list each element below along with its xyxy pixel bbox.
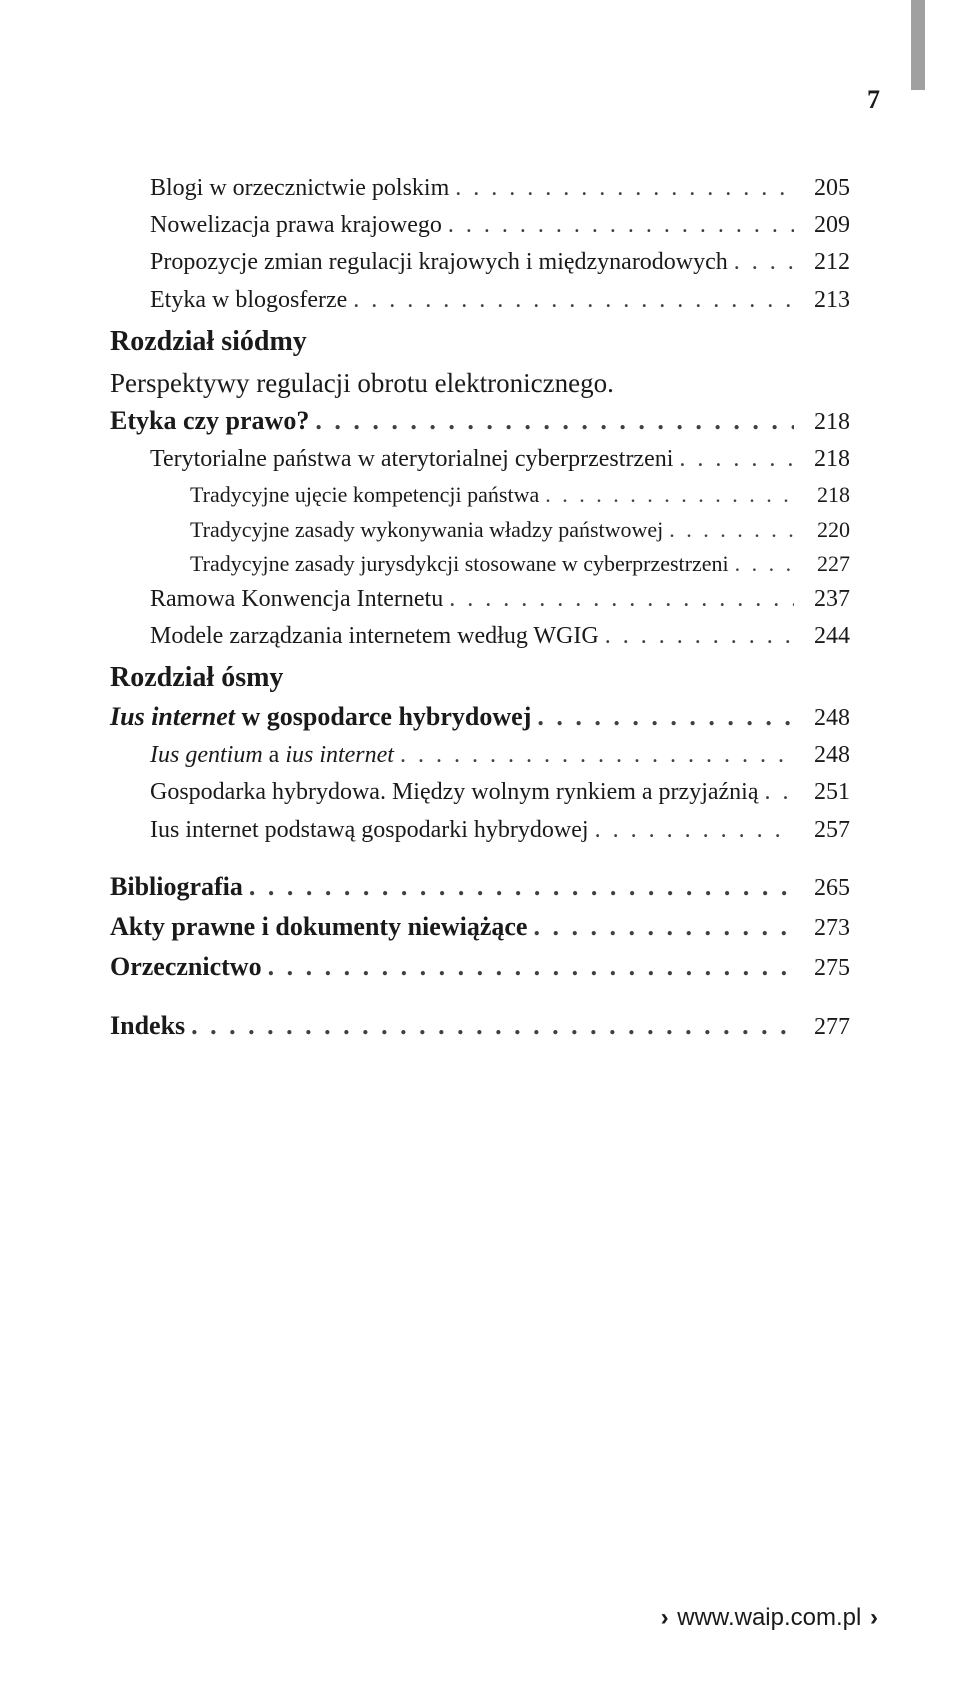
toc-leader-dots [533,907,794,947]
toc-entry-page: 273 [800,910,850,947]
toc-leader-dots [679,441,794,478]
footer-url-text: www.waip.com.pl [677,1604,861,1631]
toc-entry-label: Indeks [110,1006,185,1046]
toc-entry-label: Etyka w blogosferze [150,282,347,319]
toc-entry-label: Orzecznictwo [110,947,262,987]
toc-entry-label: Propozycje zmian regulacji krajowych i m… [150,244,728,281]
toc-entry-label: Terytorialne państwa w aterytorialnej cy… [150,441,673,478]
toc-entry-page: 227 [800,547,850,581]
chapter-subtitle: Perspektywy regulacji obrotu elektronicz… [110,365,850,401]
toc-leader-dots [448,207,794,244]
toc-entry-label: Ramowa Konwencja Internetu [150,581,443,618]
page-number: 7 [867,85,880,115]
toc-entry-page: 251 [800,774,850,811]
toc-entry-page: 220 [800,513,850,547]
toc-entry: Ramowa Konwencja Internetu 237 [150,581,850,618]
toc-gap [110,849,850,867]
toc-entry: Terytorialne państwa w aterytorialnej cy… [150,441,850,478]
toc-entry-label: Etyka czy prawo? [110,401,309,441]
toc-leader-dots [605,618,794,655]
toc-entry-label: Ius internet podstawą gospodarki hybrydo… [150,812,589,849]
toc-leader-dots [734,244,794,281]
toc-entry: Propozycje zmian regulacji krajowych i m… [150,244,850,281]
chapter-heading: Rozdział ósmy [110,659,850,697]
footer-url: › www.waip.com.pl › [659,1604,880,1632]
toc-leader-dots [268,947,794,987]
toc-leader-dots [537,697,794,737]
toc-entry-page: 237 [800,581,850,618]
page-container: 7 Blogi w orzecznictwie polskim205Noweli… [0,0,960,1687]
toc-entry-page: 257 [800,812,850,849]
toc-entry-label: Gospodarka hybrydowa. Między wolnym rynk… [150,774,759,811]
toc-leader-dots [353,282,794,319]
toc-entry-page: 277 [800,1009,850,1046]
page-tab-marker [911,0,925,90]
toc-entry-label: Modele zarządzania internetem według WGI… [150,618,599,655]
chevron-right-icon: › [661,1604,669,1631]
toc-entry-label: Akty prawne i dokumenty niewiążące [110,907,527,947]
toc-leader-dots [249,867,794,907]
toc-entry: Etyka w blogosferze 213 [150,282,850,319]
toc-entry: Akty prawne i dokumenty niewiążące 273 [110,907,850,947]
toc-leader-dots [735,547,794,581]
chapter-heading: Rozdział siódmy [110,323,850,361]
toc-entry-page: 213 [800,282,850,319]
toc-entry-page: 218 [800,404,850,441]
toc-entry-page: 248 [800,737,850,774]
toc-entry-page: 248 [800,700,850,737]
toc-leader-dots [455,170,794,207]
toc-entry: Orzecznictwo 275 [110,947,850,987]
toc-entry: Tradycyjne zasady wykonywania władzy pań… [190,513,850,547]
toc-leader-dots [595,812,794,849]
toc-entry: Bibliografia 265 [110,867,850,907]
toc-entry: Blogi w orzecznictwie polskim 205 [150,170,850,207]
toc-entry-page: 265 [800,870,850,907]
toc-entry-label: Ius internet w gospodarce hybrydowej [110,697,531,737]
toc-entry-label: Nowelizacja prawa krajowego [150,207,442,244]
chevron-right-icon: › [870,1604,878,1631]
toc-entry: Gospodarka hybrydowa. Między wolnym rynk… [150,774,850,811]
toc-leader-dots [400,737,794,774]
toc-entry: Ius internet podstawą gospodarki hybrydo… [150,812,850,849]
toc-entry-page: 244 [800,618,850,655]
table-of-contents: Blogi w orzecznictwie polskim205Noweliza… [110,170,850,1046]
toc-leader-dots [765,774,795,811]
toc-entry-page: 218 [800,441,850,478]
toc-entry-label: Tradycyjne ujęcie kompetencji państwa [190,478,539,512]
toc-entry-label: Bibliografia [110,867,243,907]
toc-entry-label: Blogi w orzecznictwie polskim [150,170,449,207]
toc-entry-page: 275 [800,950,850,987]
toc-entry-label: Ius gentium a ius internet [150,737,394,774]
toc-leader-dots [191,1006,794,1046]
toc-entry-page: 209 [800,207,850,244]
toc-entry: Tradycyjne ujęcie kompetencji państwa 218 [190,478,850,512]
toc-entry-page: 218 [800,478,850,512]
toc-leader-dots [545,478,794,512]
toc-entry: Ius internet w gospodarce hybrydowej 248 [110,697,850,737]
toc-entry: Nowelizacja prawa krajowego 209 [150,207,850,244]
toc-entry-label: Tradycyjne zasady wykonywania władzy pań… [190,513,663,547]
toc-entry-label: Tradycyjne zasady jurysdykcji stosowane … [190,547,729,581]
toc-entry-page: 212 [800,244,850,281]
toc-entry: Modele zarządzania internetem według WGI… [150,618,850,655]
toc-entry: Ius gentium a ius internet 248 [150,737,850,774]
toc-entry: Etyka czy prawo? 218 [110,401,850,441]
toc-leader-dots [669,513,794,547]
toc-entry: Indeks 277 [110,1006,850,1046]
toc-gap [110,988,850,1006]
toc-entry: Tradycyjne zasady jurysdykcji stosowane … [190,547,850,581]
toc-leader-dots [315,401,794,441]
toc-leader-dots [449,581,794,618]
toc-entry-page: 205 [800,170,850,207]
